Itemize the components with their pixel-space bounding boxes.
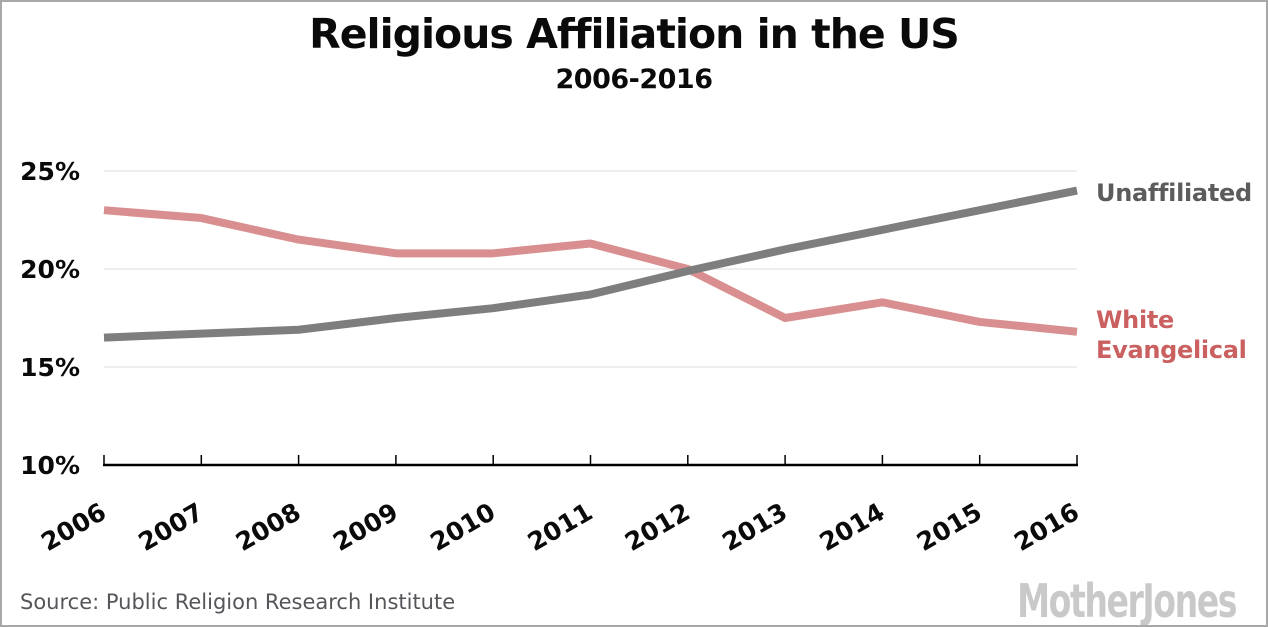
- x-tick-label-2009: 2009: [328, 497, 403, 557]
- y-tick-label-10%: 10%: [20, 451, 80, 480]
- x-tick-label-2012: 2012: [620, 497, 695, 557]
- x-tick-label-2006: 2006: [36, 497, 111, 557]
- x-tick-label-2014: 2014: [815, 497, 890, 557]
- y-tick-label-20%: 20%: [20, 255, 80, 284]
- series-line-unaffiliated: [103, 186, 1078, 342]
- y-tick-label-15%: 15%: [20, 353, 80, 382]
- x-tick-label-2010: 2010: [425, 497, 500, 557]
- x-tick-label-2008: 2008: [231, 497, 306, 557]
- series-label-white-evangelical: White Evangelical: [1096, 306, 1247, 364]
- series-line-white-evangelical: [103, 206, 1078, 336]
- x-tick-label-2015: 2015: [912, 497, 987, 557]
- x-tick-label-2013: 2013: [717, 497, 792, 557]
- x-tick-label-2007: 2007: [134, 497, 209, 557]
- x-tick-label-2016: 2016: [1009, 497, 1084, 557]
- page-subtitle: 2006-2016: [555, 64, 714, 95]
- source-text: Source: Public Religion Research Institu…: [20, 590, 456, 614]
- y-tick-label-25%: 25%: [20, 157, 80, 186]
- page-title: Religious Affiliation in the US: [309, 10, 960, 58]
- motherjones-logo: MotherJones: [1017, 574, 1237, 627]
- x-tick-label-2011: 2011: [523, 497, 598, 557]
- series-label-unaffiliated: Unaffiliated: [1096, 179, 1252, 207]
